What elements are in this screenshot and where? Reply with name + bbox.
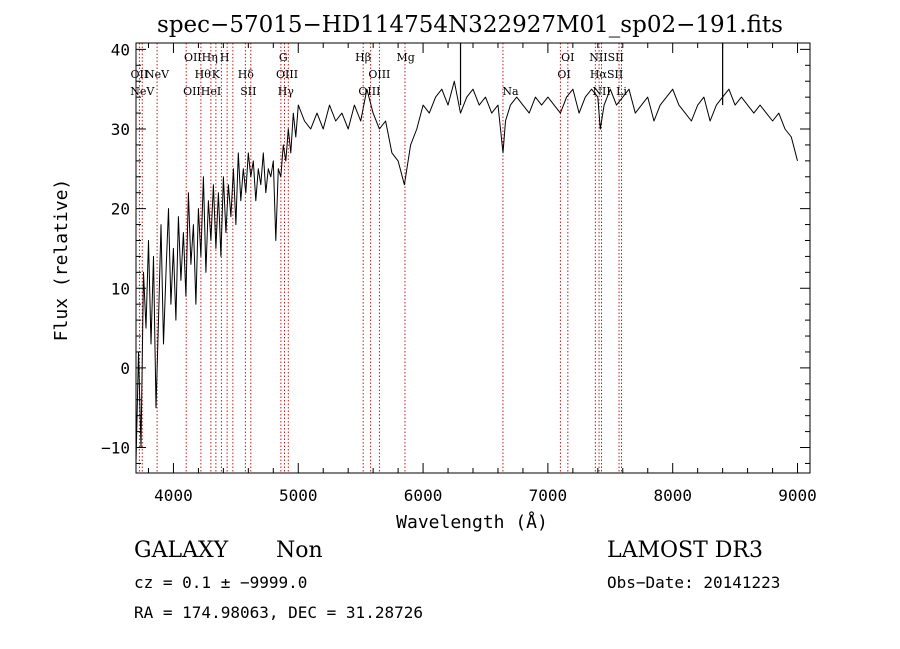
- y-tick-label: 20: [111, 200, 130, 219]
- marker-label: SII: [240, 85, 256, 98]
- y-tick-label: 10: [111, 279, 130, 298]
- object-subclass: Non: [276, 538, 323, 563]
- y-axis: −10 0 10 20 30 40: [101, 40, 810, 464]
- spectrum-line: [135, 80, 798, 464]
- marker-label: Hβ: [355, 51, 371, 64]
- x-tick-label: 7000: [529, 486, 568, 505]
- marker-label: OIII: [358, 85, 380, 98]
- x-axis: 4000 5000 6000 7000 8000 9000: [147, 43, 817, 505]
- x-tick-label: 4000: [154, 486, 193, 505]
- marker-label: Mg: [396, 51, 414, 64]
- y-tick-label: 30: [111, 120, 130, 139]
- y-tick-label: 0: [120, 359, 130, 378]
- marker-label: H: [220, 51, 230, 64]
- chart-title: spec−57015−HD114754N322927M01_sp02−191.f…: [157, 12, 783, 38]
- observation-date: Obs−Date: 20141223: [607, 573, 781, 592]
- marker-label: NII: [592, 85, 610, 98]
- marker-label: G: [279, 51, 288, 64]
- marker-label: OII: [131, 68, 149, 81]
- y-tick-label: 40: [111, 40, 130, 59]
- marker-label: OIII: [276, 68, 298, 81]
- x-tick-label: 6000: [404, 486, 443, 505]
- x-tick-label: 5000: [279, 486, 318, 505]
- y-axis-label: Flux (relative): [51, 179, 72, 342]
- marker-label: OIIHeI: [183, 85, 221, 98]
- marker-label: Na: [502, 85, 519, 98]
- emission-line-markers: [138, 43, 622, 473]
- survey-label: LAMOST DR3: [607, 538, 763, 563]
- marker-label: HαSII: [590, 68, 623, 81]
- redshift-line: cz = 0.1 ± −9999.0: [134, 573, 308, 592]
- marker-label: OIII: [368, 68, 390, 81]
- coordinates: RA = 174.98063, DEC = 31.28726: [134, 603, 423, 622]
- x-tick-label: 9000: [778, 486, 817, 505]
- marker-label: OI: [557, 68, 570, 81]
- object-class: GALAXY: [134, 538, 229, 563]
- marker-label: Hδ: [238, 68, 255, 81]
- marker-label: OIIHη: [184, 51, 218, 64]
- y-tick-label: −10: [101, 439, 130, 458]
- plot-frame: [135, 42, 811, 474]
- x-axis-label: Wavelength (Å): [396, 511, 548, 533]
- marker-label: Li: [616, 85, 627, 98]
- marker-label: Hγ: [278, 85, 295, 98]
- marker-label: NIISII: [589, 51, 624, 64]
- x-tick-label: 8000: [653, 486, 692, 505]
- marker-label: OI: [561, 51, 574, 64]
- marker-label: NeV: [145, 68, 170, 81]
- marker-label: K: [212, 68, 221, 81]
- marker-label: NeV: [130, 85, 155, 98]
- spectrum-series: [135, 43, 798, 464]
- marker-label: Hθ: [195, 68, 212, 81]
